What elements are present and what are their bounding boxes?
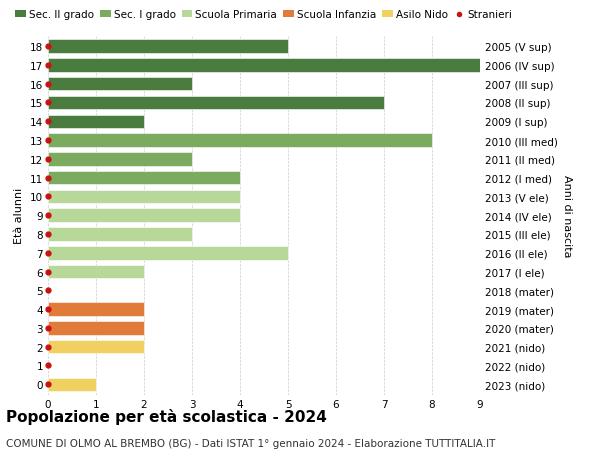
Bar xyxy=(48,172,240,185)
Bar xyxy=(48,59,480,73)
Bar xyxy=(48,321,144,335)
Bar xyxy=(48,115,144,129)
Bar xyxy=(48,302,144,316)
Text: Popolazione per età scolastica - 2024: Popolazione per età scolastica - 2024 xyxy=(6,409,327,425)
Y-axis label: Età alunni: Età alunni xyxy=(14,188,25,244)
Bar xyxy=(48,40,288,54)
Text: COMUNE DI OLMO AL BREMBO (BG) - Dati ISTAT 1° gennaio 2024 - Elaborazione TUTTIT: COMUNE DI OLMO AL BREMBO (BG) - Dati IST… xyxy=(6,438,496,448)
Bar xyxy=(48,78,192,91)
Bar xyxy=(48,340,144,354)
Bar xyxy=(48,190,240,204)
Bar xyxy=(48,209,240,223)
Bar xyxy=(48,153,192,166)
Bar xyxy=(48,265,144,279)
Bar xyxy=(48,246,288,260)
Bar xyxy=(48,134,432,147)
Bar xyxy=(48,228,192,241)
Legend: Sec. II grado, Sec. I grado, Scuola Primaria, Scuola Infanzia, Asilo Nido, Stran: Sec. II grado, Sec. I grado, Scuola Prim… xyxy=(11,6,517,24)
Bar xyxy=(48,96,384,110)
Y-axis label: Anni di nascita: Anni di nascita xyxy=(562,174,572,257)
Bar xyxy=(48,378,96,391)
